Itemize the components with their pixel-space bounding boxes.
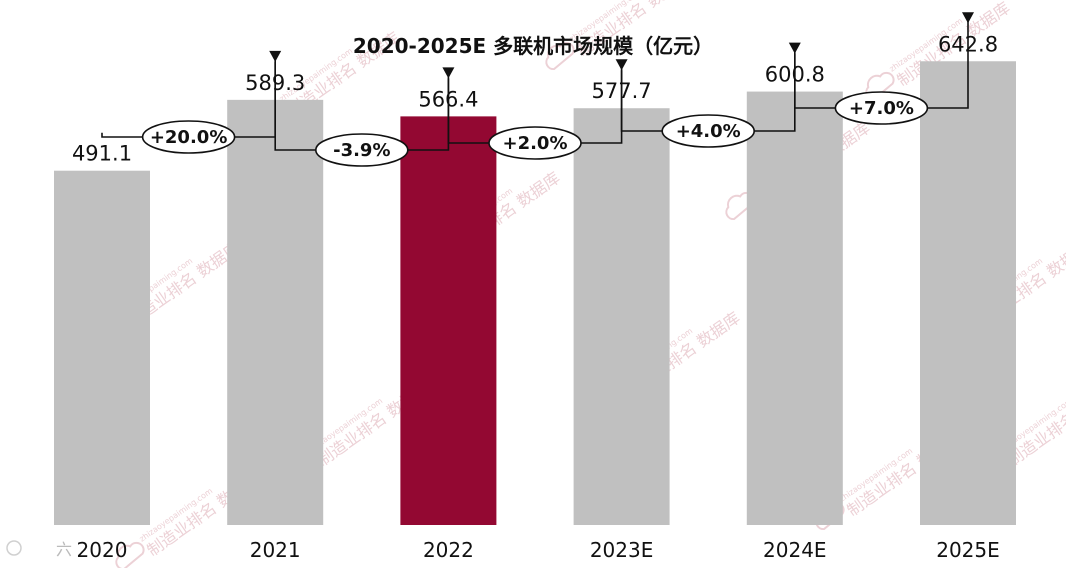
bar-2024e [746,91,843,526]
growth-bubble [834,91,929,125]
growth-label: +4.0% [676,121,741,142]
growth-arrow-5: +7.0% [794,12,974,125]
growth-label: +7.0% [849,98,914,119]
cloud-icon [115,541,145,568]
bar-2020 [54,170,150,525]
growth-bubble [314,133,409,167]
category-label-2021: 2021 [250,538,301,562]
growth-arrow-4: +4.0% [620,42,801,148]
source-mark: 六 [56,540,72,559]
category-label-2025e: 2025E [936,538,1000,562]
bars-layer [54,61,1016,526]
growth-label: +20.0% [150,127,228,148]
category-label-2020: 2020 [77,538,128,562]
value-label-2025e: 642.8 [938,32,998,56]
growth-label: +2.0% [502,133,567,154]
value-label-2023e: 577.7 [592,79,652,103]
source-logo-icon [6,540,22,556]
growth-bubble [661,114,756,148]
growth-arrows-layer: +20.0% -3.9% +2.0% +4.0% +7.0% [101,12,974,167]
growth-bubble [488,126,582,160]
value-label-2024e: 600.8 [765,63,825,87]
growth-label: -3.9% [333,140,390,161]
value-label-2022: 566.4 [418,87,478,111]
category-label-2022: 2022 [423,538,474,562]
category-label-2023e: 2023E [590,538,654,562]
value-label-2021: 589.3 [245,71,305,95]
growth-arrow-3: +2.0% [447,59,628,160]
source-logo: 六 [6,540,72,559]
bar-2023e [573,108,670,525]
bar-2021 [227,99,324,525]
labels-layer: 491.1 2020 589.3 2021 566.4 2022 577.7 2023E 600… [72,32,1000,562]
arrowhead-icon [788,42,801,54]
arrowhead-icon [962,12,974,24]
arrowhead-icon [442,67,455,79]
category-label-2024e: 2024E [763,538,827,562]
value-label-2020: 491.1 [72,142,132,166]
arrowhead-icon [269,50,282,62]
bar-2022 [400,116,497,525]
bar-2025e [920,61,1016,525]
arrowhead-icon [615,59,628,71]
chart-title: 2020-2025E 多联机市场规模（亿元） [352,34,714,58]
cloud-icon [545,41,575,71]
growth-bubble [141,120,236,154]
